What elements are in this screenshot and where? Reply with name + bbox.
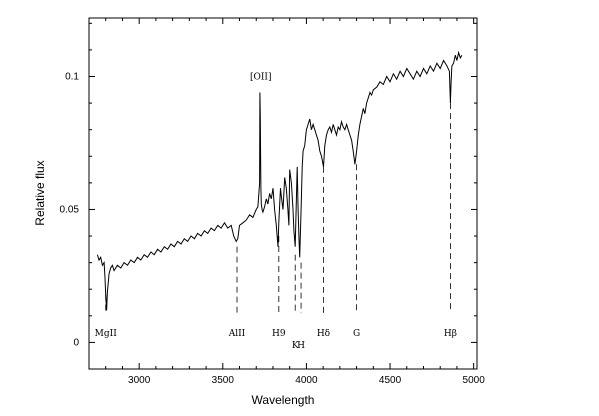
y-axis-title: Relative flux: [33, 160, 47, 225]
line-label: G: [353, 329, 360, 339]
line-label: MgII: [95, 329, 118, 339]
x-tick-label: 4000: [295, 375, 318, 386]
line-label: K: [292, 341, 299, 351]
line-label: AlII: [228, 329, 246, 339]
spectral-line-labels: [OII] MgII AlII H9 KH Hδ G Hβ: [95, 73, 457, 352]
y-tick-label: 0.05: [60, 204, 80, 215]
spectrum-line: [96, 50, 463, 311]
x-tick-label: 5000: [463, 375, 486, 386]
line-label: H9: [272, 329, 286, 339]
line-label: H: [297, 341, 305, 351]
line-label: [OII]: [250, 73, 272, 83]
line-label: Hδ: [317, 329, 330, 339]
spectral-line-markers: [105, 103, 451, 314]
axis-ticks: 3000 3500 4000 4500 5000 0 0.05 0.1: [60, 18, 486, 386]
y-tick-label: 0.1: [65, 72, 79, 83]
x-tick-label: 3500: [212, 375, 235, 386]
x-tick-label: 3000: [128, 375, 151, 386]
y-tick-label: 0: [73, 337, 79, 348]
line-label: Hβ: [444, 329, 457, 339]
plot-frame: [88, 17, 478, 370]
x-tick-label: 4500: [379, 375, 402, 386]
x-axis-title: Wavelength: [252, 393, 315, 407]
